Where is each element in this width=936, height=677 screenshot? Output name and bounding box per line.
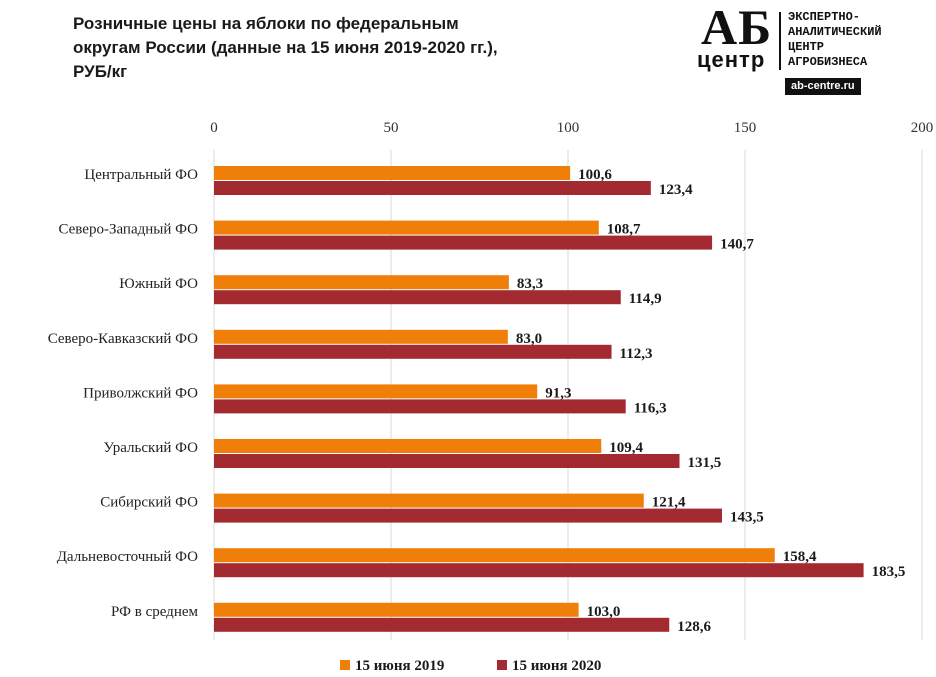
legend-swatch — [340, 660, 350, 670]
bar-2019 — [214, 220, 599, 235]
bar-2020 — [214, 617, 670, 632]
data-label: 100,6 — [578, 167, 612, 183]
bar-2019 — [214, 548, 775, 563]
x-tick-label: 150 — [734, 120, 757, 136]
x-tick-label: 50 — [384, 120, 399, 136]
bar-2020 — [214, 563, 864, 578]
category-label: Северо-Западный ФО — [58, 222, 198, 238]
bar-2020 — [214, 508, 722, 523]
category-label: Сибирский ФО — [100, 495, 198, 511]
bar-2020 — [214, 344, 612, 359]
title-line-2: округам России (данные на 15 июня 2019-2… — [73, 38, 498, 57]
data-label: 116,3 — [634, 400, 667, 416]
category-label: Южный ФО — [119, 276, 198, 292]
data-label: 109,4 — [609, 440, 643, 456]
data-label: 183,5 — [872, 564, 906, 580]
logo-text-line-4: АГРОБИЗНЕСА — [788, 55, 868, 69]
category-label: Северо-Кавказский ФО — [48, 331, 198, 347]
logo-mark-top: АБ — [701, 0, 773, 55]
ab-centre-logo: АБ центр ЭКСПЕРТНО- АНАЛИТИЧЕСКИЙ ЦЕНТР … — [693, 2, 933, 98]
x-tick-label: 200 — [911, 120, 934, 136]
data-label: 123,4 — [659, 182, 693, 198]
bar-2020 — [214, 181, 651, 195]
bar-2020 — [214, 290, 621, 305]
category-label: Центральный ФО — [84, 167, 198, 183]
logo-text-line-1: ЭКСПЕРТНО- — [788, 10, 861, 24]
data-label: 140,7 — [720, 237, 754, 253]
legend-label: 15 июня 2020 — [512, 658, 601, 674]
logo-text: ЭКСПЕРТНО- АНАЛИТИЧЕСКИЙ ЦЕНТР АГРОБИЗНЕ… — [788, 10, 882, 70]
bar-2019 — [214, 384, 538, 399]
data-label: 108,7 — [607, 222, 641, 238]
bar-2019 — [214, 493, 644, 508]
data-label: 114,9 — [629, 291, 662, 307]
data-label: 83,3 — [517, 276, 543, 292]
chart-title: Розничные цены на яблоки по федеральным … — [73, 12, 593, 84]
data-label: 143,5 — [730, 510, 764, 526]
logo-text-line-3: ЦЕНТР — [788, 40, 825, 54]
category-label: Приволжский ФО — [83, 385, 198, 401]
bar-2019 — [214, 166, 571, 180]
bar-2019 — [214, 602, 579, 617]
bar-2019 — [214, 329, 508, 344]
bar-2020 — [214, 235, 713, 250]
data-label: 128,6 — [677, 619, 711, 635]
category-label: Дальневосточный ФО — [57, 549, 198, 565]
legend-label: 15 июня 2019 — [355, 658, 444, 674]
legend-swatch — [497, 660, 507, 670]
data-label: 91,3 — [545, 385, 571, 401]
bar-2019 — [214, 439, 602, 453]
logo-divider — [779, 12, 781, 70]
x-tick-label: 0 — [210, 120, 218, 136]
title-line-1: Розничные цены на яблоки по федеральным — [73, 14, 459, 33]
logo-mark-bottom: центр — [697, 47, 766, 72]
bar-2019 — [214, 275, 509, 290]
data-label: 83,0 — [516, 331, 542, 347]
bar-2020 — [214, 399, 626, 414]
data-label: 131,5 — [688, 455, 722, 471]
category-label: РФ в среднем — [111, 604, 198, 620]
category-label: Уральский ФО — [103, 440, 198, 456]
logo-site: ab-centre.ru — [785, 78, 861, 95]
logo-text-line-2: АНАЛИТИЧЕСКИЙ — [788, 25, 882, 39]
title-line-3: РУБ/кг — [73, 62, 128, 81]
data-label: 103,0 — [587, 604, 621, 620]
data-label: 112,3 — [620, 346, 653, 362]
data-label: 121,4 — [652, 495, 686, 511]
x-tick-label: 100 — [557, 120, 580, 136]
data-label: 158,4 — [783, 549, 817, 565]
bar-2020 — [214, 454, 680, 468]
